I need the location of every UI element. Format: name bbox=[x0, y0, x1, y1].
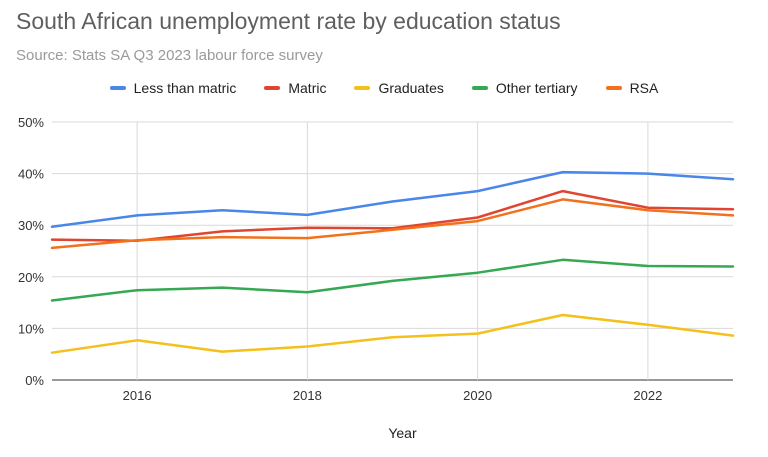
chart-title: South African unemployment rate by educa… bbox=[16, 8, 561, 34]
legend-label: Other tertiary bbox=[495, 80, 578, 96]
x-tick-label: 2018 bbox=[293, 388, 322, 403]
legend-item-less-than-matric: Less than matric bbox=[109, 80, 237, 96]
series-line-graduates bbox=[50, 313, 735, 354]
series-line-matric bbox=[50, 189, 735, 242]
legend-label: RSA bbox=[629, 80, 659, 96]
legend-swatch bbox=[354, 86, 371, 90]
x-tick-label: 2016 bbox=[123, 388, 152, 403]
legend-label: Less than matric bbox=[133, 80, 237, 96]
y-tick-label: 10% bbox=[18, 321, 44, 336]
legend-swatch bbox=[109, 86, 126, 90]
x-axis-title: Year bbox=[388, 425, 417, 441]
legend-label: Graduates bbox=[378, 80, 444, 96]
legend-item-graduates: Graduates bbox=[354, 80, 444, 96]
series-line-rsa bbox=[50, 198, 735, 250]
series-line-other-tertiary bbox=[50, 258, 735, 302]
y-tick-label: 40% bbox=[18, 167, 44, 182]
legend-item-other-tertiary: Other tertiary bbox=[471, 80, 578, 96]
series-line-less-than-matric bbox=[50, 170, 735, 228]
legend-item-matric: Matric bbox=[264, 80, 326, 96]
legend-swatch bbox=[264, 86, 281, 90]
y-tick-label: 30% bbox=[18, 218, 44, 233]
legend-label: Matric bbox=[288, 80, 327, 96]
y-tick-label: 20% bbox=[18, 270, 44, 285]
y-tick-label: 0% bbox=[25, 373, 44, 388]
y-tick-label: 50% bbox=[18, 115, 44, 130]
x-tick-label: 2020 bbox=[463, 388, 492, 403]
chart-legend: Less than matric Matric Graduates Other ter… bbox=[0, 80, 768, 96]
legend-swatch bbox=[605, 86, 622, 90]
legend-item-rsa: RSA bbox=[605, 80, 659, 96]
x-tick-label: 2022 bbox=[633, 388, 662, 403]
legend-swatch bbox=[471, 86, 488, 90]
chart-subtitle: Source: Stats SA Q3 2023 labour force su… bbox=[16, 47, 323, 64]
